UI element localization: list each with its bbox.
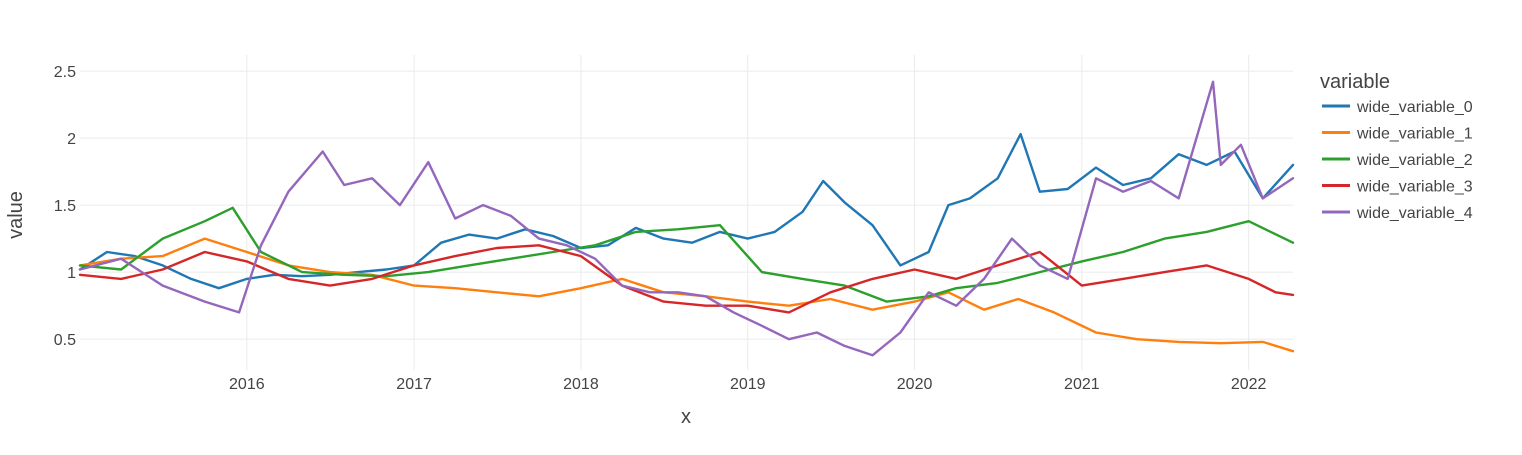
series-line-wide_variable_0 [78, 132, 1295, 290]
x-axis-ticks: 2016 2017 2018 2019 2020 2021 2022 [229, 376, 1267, 393]
series-line-wide_variable_4 [78, 80, 1295, 357]
x-tick-label: 2020 [897, 376, 933, 393]
y-tick-label: 2 [67, 131, 76, 148]
legend-item-wide_variable_4[interactable]: wide_variable_4 [1322, 205, 1473, 222]
series-line-wide_variable_3 [78, 244, 1295, 314]
y-tick-label: 1.5 [54, 198, 76, 215]
legend-label: wide_variable_1 [1356, 126, 1473, 143]
series-lines [78, 80, 1295, 357]
series-line-wide_variable_2 [78, 206, 1295, 303]
x-tick-label: 2018 [563, 376, 599, 393]
y-tick-label: 0.5 [54, 332, 76, 349]
y-axis-title: value [5, 191, 27, 239]
x-tick-label: 2017 [396, 376, 432, 393]
legend-item-wide_variable_2[interactable]: wide_variable_2 [1322, 152, 1473, 169]
y-axis-ticks: 0.5 1 1.5 2 2.5 [54, 64, 76, 349]
x-tick-label: 2021 [1064, 376, 1100, 393]
legend-item-wide_variable_0[interactable]: wide_variable_0 [1322, 99, 1473, 116]
x-axis-title: x [681, 406, 691, 428]
legend-label: wide_variable_3 [1356, 179, 1473, 196]
y-tick-label: 2.5 [54, 64, 76, 81]
legend-item-wide_variable_1[interactable]: wide_variable_1 [1322, 126, 1473, 143]
legend-label: wide_variable_0 [1356, 99, 1473, 116]
legend-title: variable [1320, 71, 1390, 93]
x-tick-label: 2016 [229, 376, 265, 393]
y-tick-label: 1 [67, 265, 76, 282]
legend-label: wide_variable_4 [1356, 205, 1473, 222]
x-tick-label: 2019 [730, 376, 766, 393]
legend-label: wide_variable_2 [1356, 152, 1473, 169]
legend-item-wide_variable_3[interactable]: wide_variable_3 [1322, 179, 1473, 196]
x-tick-label: 2022 [1231, 376, 1267, 393]
legend[interactable]: variable wide_variable_0 wide_variable_1w… [1320, 71, 1473, 222]
grid [80, 55, 1293, 370]
